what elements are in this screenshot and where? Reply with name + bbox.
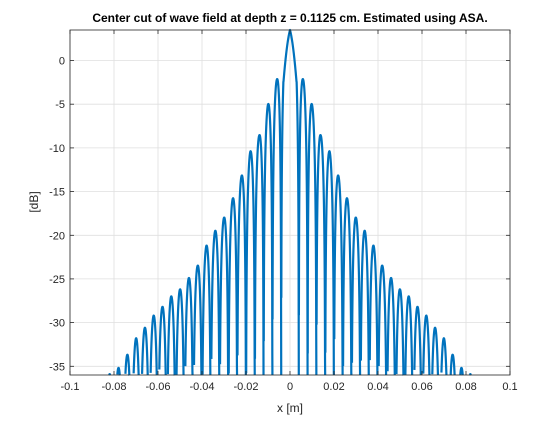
- y-tick-label: -5: [55, 99, 65, 111]
- series-line-segment: [422, 314, 431, 376]
- x-tick-label: 0.02: [323, 381, 344, 393]
- series-line-segment: [192, 264, 203, 376]
- series-line-segment: [350, 216, 362, 376]
- series-line-segment: [306, 102, 318, 376]
- series-line-segment: [440, 337, 448, 376]
- x-tick-label: 0.08: [455, 381, 476, 393]
- series-line-segment: [386, 276, 396, 376]
- series-line-segment: [262, 102, 274, 376]
- x-tick-label: -0.02: [233, 381, 258, 393]
- series-line-segment: [218, 216, 230, 376]
- series-line-segment: [431, 326, 440, 376]
- series-line-segment: [377, 264, 388, 376]
- series-line-segment: [413, 305, 422, 376]
- series-line-segment: [210, 229, 221, 376]
- y-tick-label: 0: [59, 56, 65, 68]
- y-tick-label: -30: [49, 318, 65, 330]
- series-line-segment: [201, 244, 212, 376]
- series-line-segment: [140, 326, 149, 376]
- x-tick-label: 0.1: [502, 381, 517, 393]
- series-line-segment: [227, 197, 239, 376]
- series-line-segment: [245, 150, 256, 376]
- series-line-segment: [116, 366, 121, 376]
- x-tick-label: 0.06: [411, 381, 432, 393]
- chart-title: Center cut of wave field at depth z = 0.…: [92, 11, 487, 25]
- series-line-segment: [341, 197, 353, 376]
- x-tick-label: 0: [287, 381, 293, 393]
- x-tick-label: 0.04: [367, 381, 388, 393]
- series-line-segment: [158, 305, 167, 376]
- x-tick-label: -0.08: [101, 381, 126, 393]
- x-tick-label: -0.1: [61, 381, 80, 393]
- x-tick-label: -0.06: [145, 381, 170, 393]
- series-line-segment: [368, 244, 379, 376]
- series-line-segment: [459, 366, 464, 376]
- x-axis-label: x [m]: [277, 401, 303, 415]
- series-line-segment: [315, 133, 327, 376]
- y-axis-label: [dB]: [27, 191, 41, 212]
- series-line-segment: [124, 353, 131, 377]
- y-tick-label: -10: [49, 143, 65, 155]
- series-line-segment: [175, 288, 185, 376]
- series-line-segment: [149, 314, 158, 376]
- series-line-segment: [333, 174, 344, 376]
- y-tick-label: -20: [49, 230, 65, 242]
- series-line-segment: [236, 174, 247, 376]
- x-tick-label: -0.04: [189, 381, 214, 393]
- y-tick-label: -15: [49, 187, 65, 199]
- series-line-segment: [253, 133, 265, 376]
- series-line-segment: [184, 276, 194, 376]
- series-line-segment: [359, 229, 370, 376]
- series-line-segment: [271, 77, 283, 376]
- y-tick-label: -35: [49, 361, 65, 373]
- series-line-segment: [449, 353, 456, 376]
- series-line-segment: [297, 77, 309, 376]
- series-line-segment: [395, 288, 405, 376]
- series-line-segment: [132, 337, 140, 376]
- ticks: -0.1 -0.08 -0.06 -0.04 -0.02 0 0.02 0.04 0.06 0.0…: [49, 30, 518, 393]
- series-line-segment: [166, 295, 176, 376]
- series-line-segment: [404, 295, 414, 376]
- y-tick-label: -25: [49, 274, 65, 286]
- series-line-segment: [324, 150, 336, 376]
